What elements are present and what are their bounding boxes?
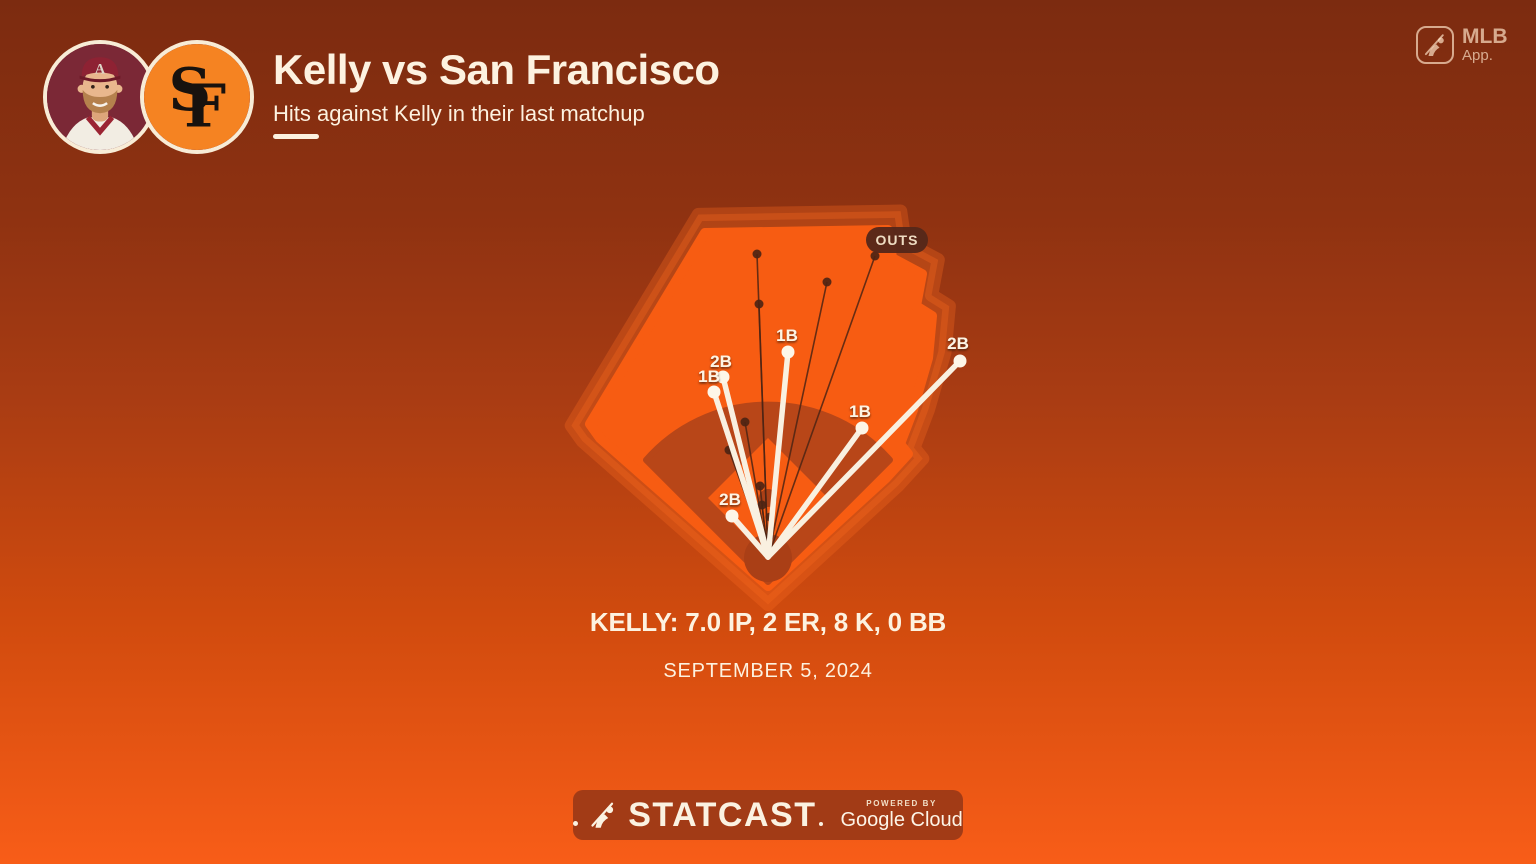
pitcher-headshot-avatar: A bbox=[43, 40, 157, 154]
game-date: SEPTEMBER 5, 2024 bbox=[663, 660, 873, 682]
pitcher-stat-line: KELLY: 7.0 IP, 2 ER, 8 K, 0 BB bbox=[589, 607, 947, 637]
hit-label: 1B bbox=[776, 326, 798, 345]
hit-marker bbox=[707, 385, 721, 399]
statcast-batter-icon bbox=[591, 802, 614, 828]
statcast-wordmark: STATCAST bbox=[628, 796, 817, 834]
out-line bbox=[767, 281, 828, 558]
sf-logo-letter-f: F bbox=[184, 71, 226, 141]
statcast-trademark-dot bbox=[819, 822, 824, 826]
page-subtitle: Hits against Kelly in their last matchup bbox=[273, 101, 645, 127]
hit-label: 1B bbox=[698, 367, 720, 386]
mlb-app-line1: MLB bbox=[1462, 25, 1508, 48]
statcast-banner: STATCAST POWERED BY Google Cloud bbox=[573, 790, 963, 840]
subtitle-underline bbox=[273, 134, 319, 140]
hit-line bbox=[729, 513, 771, 560]
hit-label: 1B bbox=[849, 402, 871, 421]
mlb-app-badge: MLB App. bbox=[1416, 26, 1508, 64]
out-marker bbox=[755, 481, 765, 491]
sf-logo-letter-s: S bbox=[169, 54, 212, 124]
outs-tag-label: OUTS bbox=[876, 232, 919, 248]
hit-line bbox=[765, 358, 963, 560]
out-marker bbox=[870, 251, 880, 261]
hit-marker bbox=[716, 370, 730, 384]
giants-logo-avatar: S F bbox=[140, 40, 254, 154]
hit-marker bbox=[781, 345, 795, 359]
hit-marker bbox=[725, 509, 739, 523]
out-marker bbox=[754, 299, 764, 309]
hit-line bbox=[711, 389, 771, 560]
page-title: Kelly vs San Francisco bbox=[273, 46, 720, 93]
hit-marker bbox=[855, 421, 869, 435]
powered-by-label: POWERED BY bbox=[866, 798, 937, 808]
hit-label: 2B bbox=[719, 490, 741, 509]
outs-tag: OUTS bbox=[866, 227, 928, 253]
header: Kelly vs San Francisco Hits against Kell… bbox=[273, 46, 720, 140]
mlb-batter-icon bbox=[1424, 34, 1444, 57]
mlb-app-line2: App. bbox=[1462, 47, 1493, 64]
mlb-app-text: MLB App. bbox=[1462, 26, 1508, 64]
out-marker bbox=[822, 277, 832, 287]
sf-giants-logo-icon: S F bbox=[144, 44, 250, 150]
out-marker bbox=[740, 417, 750, 427]
hit-marker bbox=[953, 354, 967, 368]
pitcher-headshot-icon: A bbox=[47, 44, 153, 150]
hit-label: 2B bbox=[947, 334, 969, 353]
google-cloud-label: Google Cloud bbox=[840, 808, 963, 831]
hit-line bbox=[765, 425, 865, 560]
hit-label: 2B bbox=[710, 352, 732, 371]
out-line bbox=[767, 255, 876, 558]
hit-line bbox=[765, 349, 791, 560]
mlb-app-icon bbox=[1416, 26, 1454, 64]
google-cloud-lockup: POWERED BY Google Cloud bbox=[840, 799, 962, 832]
out-marker bbox=[752, 249, 762, 259]
cap-letter: A bbox=[95, 62, 106, 78]
statcast-leading-dot bbox=[573, 821, 579, 826]
out-marker bbox=[757, 500, 767, 510]
